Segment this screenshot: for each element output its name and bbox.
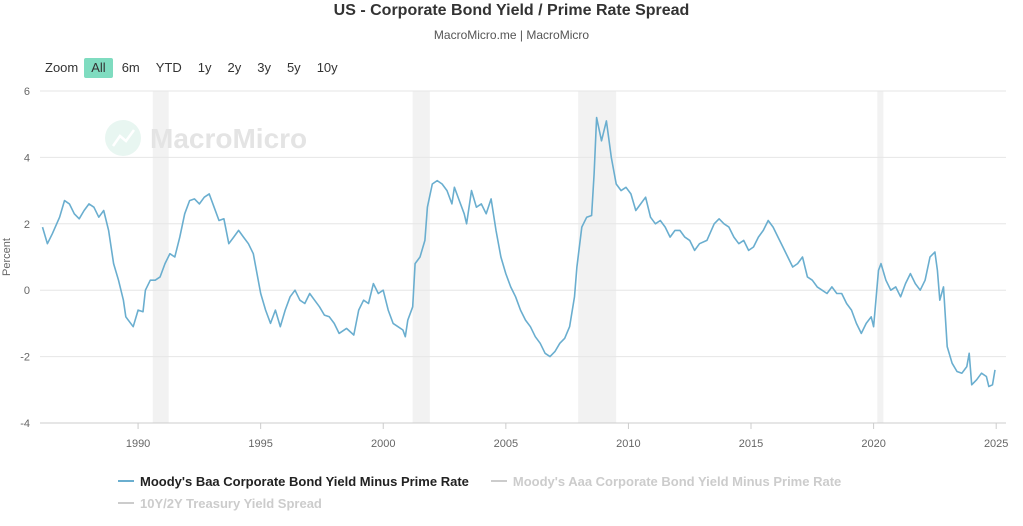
zoom-3y-button[interactable]: 3y bbox=[257, 60, 271, 75]
y-tick-label: 2 bbox=[24, 219, 30, 231]
series-line-0 bbox=[41, 116, 996, 388]
zoom-controls: Zoom All 6m YTD 1y 2y 3y 5y 10y bbox=[45, 58, 347, 78]
y-tick-label: -2 bbox=[20, 352, 30, 364]
x-tick-label: 2015 bbox=[739, 438, 763, 450]
zoom-2y-button[interactable]: 2y bbox=[227, 60, 242, 75]
y-axis-label: Percent bbox=[1, 238, 13, 276]
watermark-text: MacroMicro bbox=[150, 123, 307, 154]
legend-label-aaa: Moody's Aaa Corporate Bond Yield Minus P… bbox=[512, 473, 842, 489]
legend-item-10y2y[interactable]: 10Y/2Y Treasury Yield Spread bbox=[118, 496, 322, 511]
recession-band-3 bbox=[877, 91, 884, 423]
zoom-label: Zoom bbox=[45, 60, 79, 75]
x-tick-label: 2025 bbox=[984, 438, 1008, 450]
x-tick-label: 2010 bbox=[616, 438, 640, 450]
y-tick-label: 4 bbox=[24, 152, 30, 164]
zoom-1y-button[interactable]: 1y bbox=[197, 60, 212, 75]
recession-band-2 bbox=[578, 91, 617, 423]
watermark-logo-icon bbox=[105, 120, 141, 156]
legend-item-baa[interactable]: Moody's Baa Corporate Bond Yield Minus P… bbox=[118, 474, 469, 489]
zoom-10y-button[interactable]: 10y bbox=[316, 60, 338, 75]
x-axis-ticks: 1990 1995 2000 2005 2010 2015 2020 2025 bbox=[40, 422, 1008, 450]
chart-subtitle: MacroMicro.me | MacroMicro bbox=[433, 28, 590, 42]
zoom-5y-button[interactable]: 5y bbox=[286, 60, 301, 75]
legend-swatch-baa bbox=[118, 480, 134, 482]
legend: Moody's Baa Corporate Bond Yield Minus P… bbox=[118, 470, 863, 514]
series-lines bbox=[41, 116, 996, 388]
y-tick-label: -4 bbox=[20, 418, 30, 430]
y-tick-label: 6 bbox=[24, 86, 30, 98]
x-tick-label: 2000 bbox=[371, 438, 395, 450]
y-axis-ticks: -4 -2 0 2 4 6 bbox=[20, 86, 30, 430]
x-tick-label: 2020 bbox=[861, 438, 885, 450]
y-tick-label: 0 bbox=[24, 285, 30, 297]
zoom-ytd-button[interactable]: YTD bbox=[155, 60, 182, 75]
legend-label-baa: Moody's Baa Corporate Bond Yield Minus P… bbox=[140, 473, 469, 489]
recession-band-0 bbox=[152, 91, 169, 423]
recession-bands bbox=[152, 91, 884, 423]
x-tick-label: 2005 bbox=[494, 438, 518, 450]
x-tick-label: 1995 bbox=[248, 438, 272, 450]
legend-item-aaa[interactable]: Moody's Aaa Corporate Bond Yield Minus P… bbox=[490, 473, 842, 489]
legend-label-10y2y: 10Y/2Y Treasury Yield Spread bbox=[140, 495, 322, 511]
legend-swatch-aaa bbox=[490, 480, 507, 482]
zoom-6m-button[interactable]: 6m bbox=[121, 60, 140, 75]
chart-title: US - Corporate Bond Yield / Prime Rate S… bbox=[333, 2, 690, 19]
legend-swatch-10y2y bbox=[118, 502, 134, 504]
x-tick-label: 1990 bbox=[126, 438, 150, 450]
recession-band-1 bbox=[412, 91, 430, 423]
watermark-logo-line bbox=[111, 129, 136, 147]
zoom-all-button[interactable]: All bbox=[84, 58, 113, 78]
